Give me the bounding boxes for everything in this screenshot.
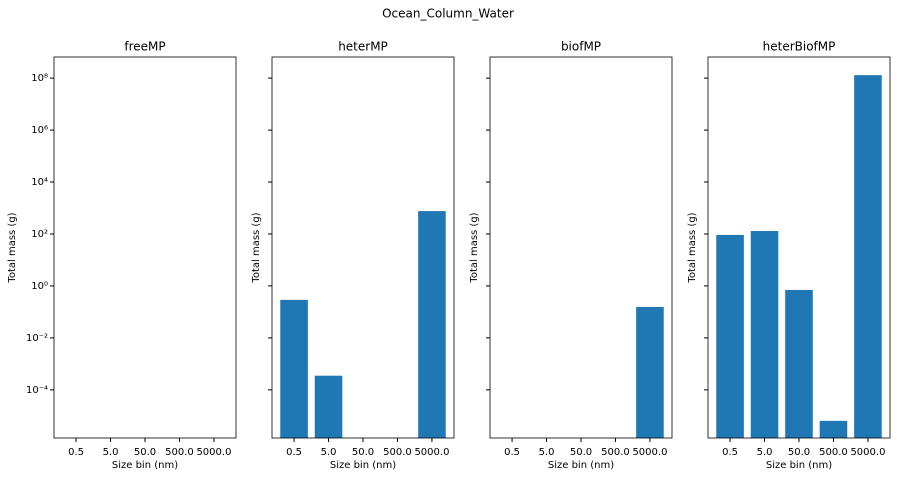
- x-tick-label: 50.0: [788, 447, 810, 458]
- x-tick-label: 5.0: [321, 447, 337, 458]
- x-tick-label: 5000.0: [632, 447, 667, 458]
- x-axis-label: Size bin (nm): [112, 460, 178, 471]
- axes-frame: [53, 56, 237, 439]
- y-axis-label: Total mass (g): [251, 212, 262, 283]
- bar: [716, 234, 744, 438]
- x-tick-label: 5000.0: [850, 447, 885, 458]
- y-tick-label: 10⁰: [31, 281, 48, 292]
- y-tick-label: 10⁴: [31, 177, 48, 188]
- panel-title: heterMP: [338, 40, 388, 54]
- x-tick-label: 5.0: [539, 447, 555, 458]
- y-tick-label: 10⁸: [31, 73, 48, 84]
- x-tick-label: 5.0: [757, 447, 773, 458]
- x-tick-label: 0.5: [722, 447, 738, 458]
- bar: [750, 231, 779, 438]
- axes-frame: [271, 56, 455, 439]
- x-tick-label: 5.0: [103, 447, 119, 458]
- x-tick-label: 0.5: [68, 447, 84, 458]
- bar: [418, 211, 446, 438]
- x-tick-label: 50.0: [570, 447, 592, 458]
- y-axis-label: Total mass (g): [7, 212, 18, 283]
- x-tick-label: 5000.0: [196, 447, 231, 458]
- x-tick-label: 500.0: [383, 447, 412, 458]
- bar: [819, 420, 848, 438]
- x-tick-label: 5000.0: [414, 447, 449, 458]
- x-tick-label: 50.0: [134, 447, 156, 458]
- y-axis-label: Total mass (g): [687, 212, 698, 283]
- x-tick-label: 50.0: [352, 447, 374, 458]
- x-tick-label: 0.5: [286, 447, 302, 458]
- y-tick-label: 10²: [31, 229, 48, 240]
- y-tick-label: 10⁶: [31, 125, 48, 136]
- panel-title: biofMP: [561, 40, 601, 54]
- y-tick-label: 10⁻⁴: [26, 385, 48, 396]
- x-axis-label: Size bin (nm): [766, 460, 832, 471]
- bar: [280, 299, 308, 438]
- x-tick-label: 500.0: [601, 447, 630, 458]
- panel-title: freeMP: [124, 40, 165, 54]
- bar: [785, 289, 813, 438]
- bar: [314, 375, 343, 438]
- x-tick-label: 500.0: [819, 447, 848, 458]
- bar: [854, 75, 882, 438]
- axes-frame: [707, 56, 891, 439]
- figure-title: Ocean_Column_Water: [382, 7, 514, 21]
- x-tick-label: 0.5: [504, 447, 520, 458]
- panel-title: heterBiofMP: [763, 40, 836, 54]
- y-tick-label: 10⁻²: [26, 333, 48, 344]
- x-tick-label: 500.0: [165, 447, 194, 458]
- axes-frame: [489, 56, 673, 439]
- bar: [636, 306, 664, 438]
- x-axis-label: Size bin (nm): [548, 460, 614, 471]
- y-axis-label: Total mass (g): [469, 212, 480, 283]
- x-axis-label: Size bin (nm): [330, 460, 396, 471]
